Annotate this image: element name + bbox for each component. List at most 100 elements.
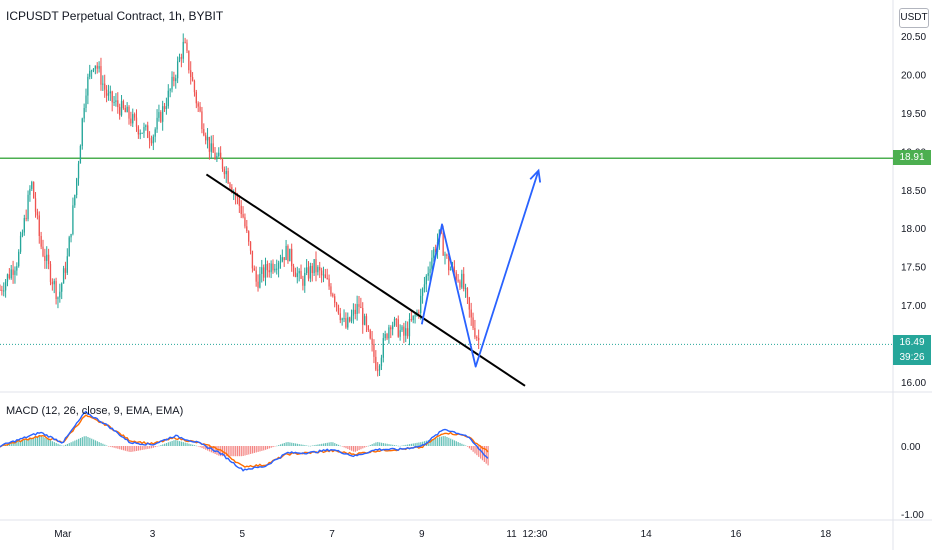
candle-body [29,188,31,195]
macd-histogram-bar [412,443,414,446]
macd-histogram-bar [233,446,235,457]
macd-histogram-bar [169,441,171,446]
macd-histogram-bar [365,446,368,447]
macd-histogram-bar [403,445,405,446]
macd-histogram-bar [287,442,289,446]
macd-histogram-bar [225,446,227,457]
macd-histogram-bar [451,439,454,446]
candle-body [163,106,166,109]
candle-body [160,112,162,122]
macd-histogram-bar [448,437,450,446]
candle-body [382,338,384,358]
macd-histogram-bar [128,446,130,452]
macd-histogram-bar [85,436,87,446]
candle-body [143,126,145,133]
chart-title: ICPUSDT Perpetual Contract, 1h, BYBIT [6,9,224,23]
candle-body [219,152,222,160]
time-tick-label: 16 [730,529,742,540]
candle-body [393,318,396,326]
macd-histogram-bar [158,445,160,447]
macd-histogram-bar [321,443,323,446]
time-tick-label: 5 [240,529,246,540]
macd-histogram-bar [192,444,194,446]
macd-histogram-bar [382,443,385,446]
macd-histogram-bar [21,440,24,446]
candle-body [66,256,68,273]
candle-body [358,304,360,307]
candle-body [141,132,143,134]
candle-body [317,267,319,273]
macd-histogram-bar [423,441,426,446]
candle-body [298,271,300,274]
macd-histogram-bar [102,443,104,446]
candle-body [427,272,429,276]
macd-histogram-bar [272,446,274,448]
price-tick-label: 17.50 [901,263,926,274]
candle-body [184,41,186,43]
candle-body [132,114,134,124]
macd-histogram-bar [68,443,70,446]
macd-histogram-bar [115,446,117,449]
candle-body [259,273,261,288]
macd-histogram-bar [270,446,272,448]
candle-body [12,269,14,275]
macd-histogram-bar [274,446,276,447]
macd-histogram-bar [248,446,250,455]
macd-histogram-bar [431,439,433,446]
candle-body [16,266,18,271]
macd-histogram-bar [29,438,31,446]
macd-histogram-bar [44,437,46,446]
candle-body [135,117,138,127]
candle-body [147,125,149,138]
macd-histogram-bar [474,446,476,454]
currency-unit[interactable]: USDT [899,8,929,28]
candle-body [257,281,259,288]
candle-body [85,95,87,108]
candle-body [388,327,390,339]
projection-path [420,170,540,368]
macd-histogram-bar [177,440,179,446]
macd-histogram-bar [51,441,54,446]
candle-body [74,195,76,206]
macd-histogram-bar [358,446,360,451]
macd-histogram-bar [139,446,141,451]
candle-body [472,317,474,328]
candle-body [410,318,413,321]
macd-histogram-bar [218,446,220,456]
candle-body [104,83,106,90]
candle-body [371,338,373,345]
candle-body [476,337,478,339]
macd-histogram-bar [205,446,207,450]
candle-body [418,312,420,314]
candle-body [420,295,422,313]
candle-body [474,327,476,338]
candle-body [102,83,104,85]
macd-histogram-bar [145,446,147,450]
macd-histogram-bar [63,445,65,447]
macd-histogram-bar [440,436,442,446]
macd-histogram-bar [330,442,332,446]
candle-body [92,68,95,71]
macd-histogram-bar [261,446,263,451]
last-price-tag: 16.49 [893,335,931,351]
candle-body [384,333,386,339]
macd-histogram-bar [156,446,158,447]
candle-body [289,248,291,262]
candle-body [277,262,280,269]
macd-histogram-bar [263,446,265,451]
candle-body [405,328,407,336]
macd-histogram-bar [35,437,37,446]
macd-histogram-bar [373,443,375,446]
candle-body [100,66,102,85]
macd-histogram-bar [405,444,407,446]
candle-body [242,214,244,218]
macd-histogram-bar [362,446,364,449]
time-tick-label: 9 [419,529,425,540]
candle-body [1,289,3,291]
candle-body [105,89,108,96]
candle-body [47,254,50,265]
candle-body [90,70,93,72]
macd-histogram-bar [420,442,422,446]
candle-body [77,163,80,179]
